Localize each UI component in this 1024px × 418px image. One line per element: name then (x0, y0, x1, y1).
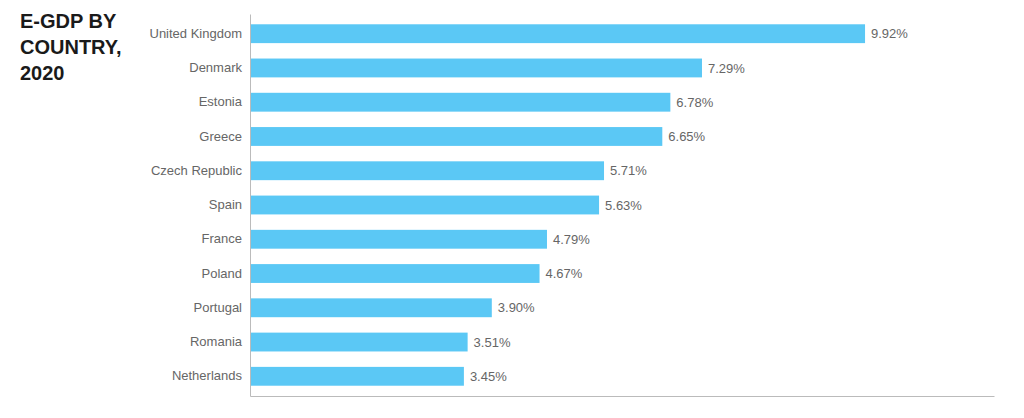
y-tick: Greece (199, 129, 250, 144)
data-label: 9.92% (871, 26, 908, 41)
chart-title-line: COUNTRY, (20, 36, 121, 58)
y-tick-label: Czech Republic (151, 163, 243, 178)
bar (250, 298, 492, 317)
y-tick-label: Netherlands (172, 368, 243, 383)
x-axis (251, 396, 995, 397)
data-label: 7.29% (708, 61, 745, 76)
y-tick: Romania (190, 334, 250, 349)
data-label: 4.79% (553, 232, 590, 247)
y-tick: Spain (209, 197, 250, 212)
chart-title-line: 2020 (20, 62, 65, 84)
bar (250, 196, 599, 215)
bar (250, 24, 865, 43)
y-tick-label: France (202, 231, 242, 246)
bar (250, 367, 464, 386)
data-label: 3.90% (498, 300, 535, 315)
data-label: 3.45% (470, 369, 507, 384)
y-tick: Portugal (194, 300, 250, 315)
y-tick-label: United Kingdom (150, 26, 243, 41)
data-label: 5.71% (610, 163, 647, 178)
bar (250, 161, 604, 180)
y-tick: Netherlands (172, 368, 250, 383)
data-label: 3.51% (474, 335, 511, 350)
y-tick-label: Denmark (189, 60, 242, 75)
y-tick-label: Estonia (199, 94, 243, 109)
bar (250, 127, 662, 146)
x-axis-line (251, 396, 995, 397)
data-label: 6.78% (676, 95, 713, 110)
bar (250, 59, 702, 78)
data-label: 5.63% (605, 198, 642, 213)
y-tick-label: Romania (190, 334, 243, 349)
y-tick-label: Poland (202, 266, 242, 281)
bar (250, 264, 540, 283)
y-tick-label: Spain (209, 197, 242, 212)
plot-area: United Kingdom Denmark Estonia Greece Czech … (150, 15, 995, 397)
data-label: 4.67% (546, 266, 583, 281)
chart-title: E-GDP BY COUNTRY, 2020 (20, 10, 121, 84)
y-tick: Estonia (199, 94, 250, 109)
chart-title-line: E-GDP BY (20, 10, 117, 32)
bar (250, 333, 468, 352)
bar (250, 230, 547, 249)
bars (250, 24, 865, 385)
bar (250, 93, 670, 112)
y-tick-label: Portugal (194, 300, 243, 315)
y-axis-line (250, 15, 251, 397)
y-axis: United Kingdom Denmark Estonia Greece Czech … (150, 15, 251, 397)
y-tick: Poland (202, 266, 250, 281)
y-tick: France (202, 231, 250, 246)
y-tick: Denmark (189, 60, 250, 75)
data-labels: 9.92% 7.29% 6.78% 6.65% 5.71% 5.63% 4.79% 4.67%… (470, 26, 908, 384)
chart-svg: E-GDP BY COUNTRY, 2020 United Kingdom Denmar… (0, 0, 1024, 418)
y-tick: United Kingdom (150, 26, 251, 41)
y-tick-label: Greece (199, 129, 242, 144)
y-tick: Czech Republic (151, 163, 250, 178)
data-label: 6.65% (668, 129, 705, 144)
